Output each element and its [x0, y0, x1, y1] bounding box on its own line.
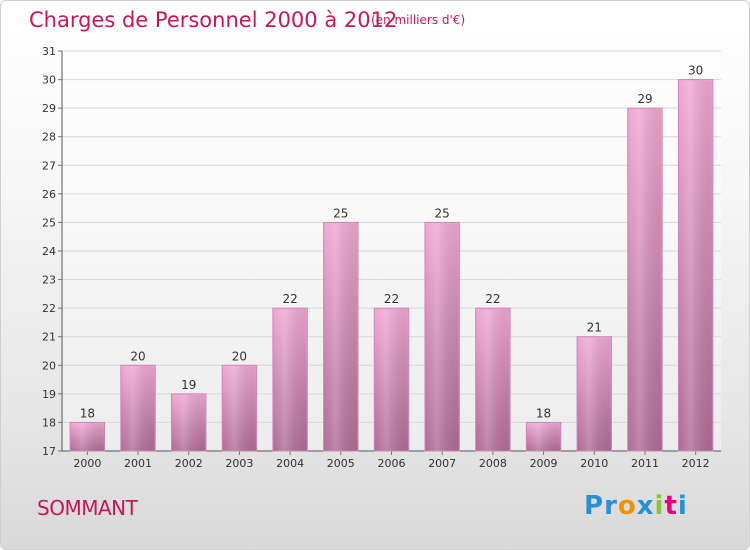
y-tick-label: 31: [42, 45, 56, 58]
bar-shine: [679, 80, 712, 452]
bar-value-label: 20: [130, 349, 145, 363]
bar-value-label: 22: [384, 292, 399, 306]
bar-value-label: 25: [333, 206, 348, 220]
y-tick-label: 17: [42, 445, 56, 458]
bar-shine: [425, 223, 459, 451]
y-tick-label: 22: [42, 302, 56, 315]
y-tick-label: 25: [42, 216, 56, 229]
bar-shine: [324, 223, 358, 451]
bar-value-label: 19: [181, 378, 196, 392]
bar-value-label: 30: [688, 64, 703, 78]
logo-letter: x: [636, 491, 655, 521]
bar-value-label: 29: [637, 92, 652, 106]
logo-letter: i: [677, 491, 688, 521]
logo-letter: o: [617, 491, 637, 521]
bar-shine: [121, 366, 155, 451]
y-tick-label: 28: [42, 131, 56, 144]
bar-value-label: 18: [536, 406, 551, 420]
x-tick-label: 2001: [124, 457, 152, 470]
logo-letter: t: [664, 491, 678, 521]
bar-shine: [223, 366, 256, 451]
chart-title: Charges de Personnel 2000 à 2012: [29, 8, 398, 32]
x-tick-label: 2009: [530, 457, 558, 470]
logo-letter: i: [654, 491, 665, 521]
bar-shine: [375, 309, 408, 451]
y-tick-label: 26: [42, 188, 56, 201]
bar-value-label: 20: [232, 349, 247, 363]
bar-shine: [273, 309, 307, 451]
bar-value-label: 21: [587, 321, 602, 335]
x-tick-label: 2007: [428, 457, 456, 470]
bar-shine: [628, 109, 662, 452]
chart-subtitle: (en milliers d'€): [371, 13, 466, 27]
bar-value-label: 18: [80, 406, 95, 420]
bar-value-label: 22: [282, 292, 297, 306]
x-tick-label: 2012: [682, 457, 710, 470]
bar-shine: [172, 394, 205, 451]
y-tick-label: 24: [42, 245, 56, 258]
x-tick-label: 2008: [479, 457, 507, 470]
bar-shine: [71, 423, 104, 451]
y-tick-label: 27: [42, 159, 56, 172]
x-tick-label: 2010: [580, 457, 608, 470]
bar-shine: [476, 309, 510, 451]
x-tick-label: 2000: [73, 457, 101, 470]
proxiti-logo: Proxiti: [584, 491, 688, 521]
y-tick-label: 21: [42, 331, 56, 344]
bar-value-label: 25: [435, 206, 450, 220]
y-tick-label: 23: [42, 274, 56, 287]
commune-name: SOMMANT: [37, 496, 138, 520]
x-tick-label: 2006: [378, 457, 406, 470]
y-tick-label: 18: [42, 416, 56, 429]
y-tick-label: 20: [42, 359, 56, 372]
logo-letter: r: [604, 491, 618, 521]
y-tick-label: 29: [42, 102, 56, 115]
x-tick-label: 2005: [327, 457, 355, 470]
x-tick-label: 2002: [175, 457, 203, 470]
x-tick-label: 2011: [631, 457, 659, 470]
y-tick-label: 19: [42, 388, 56, 401]
x-tick-label: 2003: [225, 457, 253, 470]
x-tick-label: 2004: [276, 457, 304, 470]
bar-shine: [578, 337, 611, 451]
bar-value-label: 22: [485, 292, 500, 306]
y-tick-label: 30: [42, 74, 56, 87]
bar-shine: [527, 423, 560, 451]
logo-letter: P: [584, 491, 605, 521]
